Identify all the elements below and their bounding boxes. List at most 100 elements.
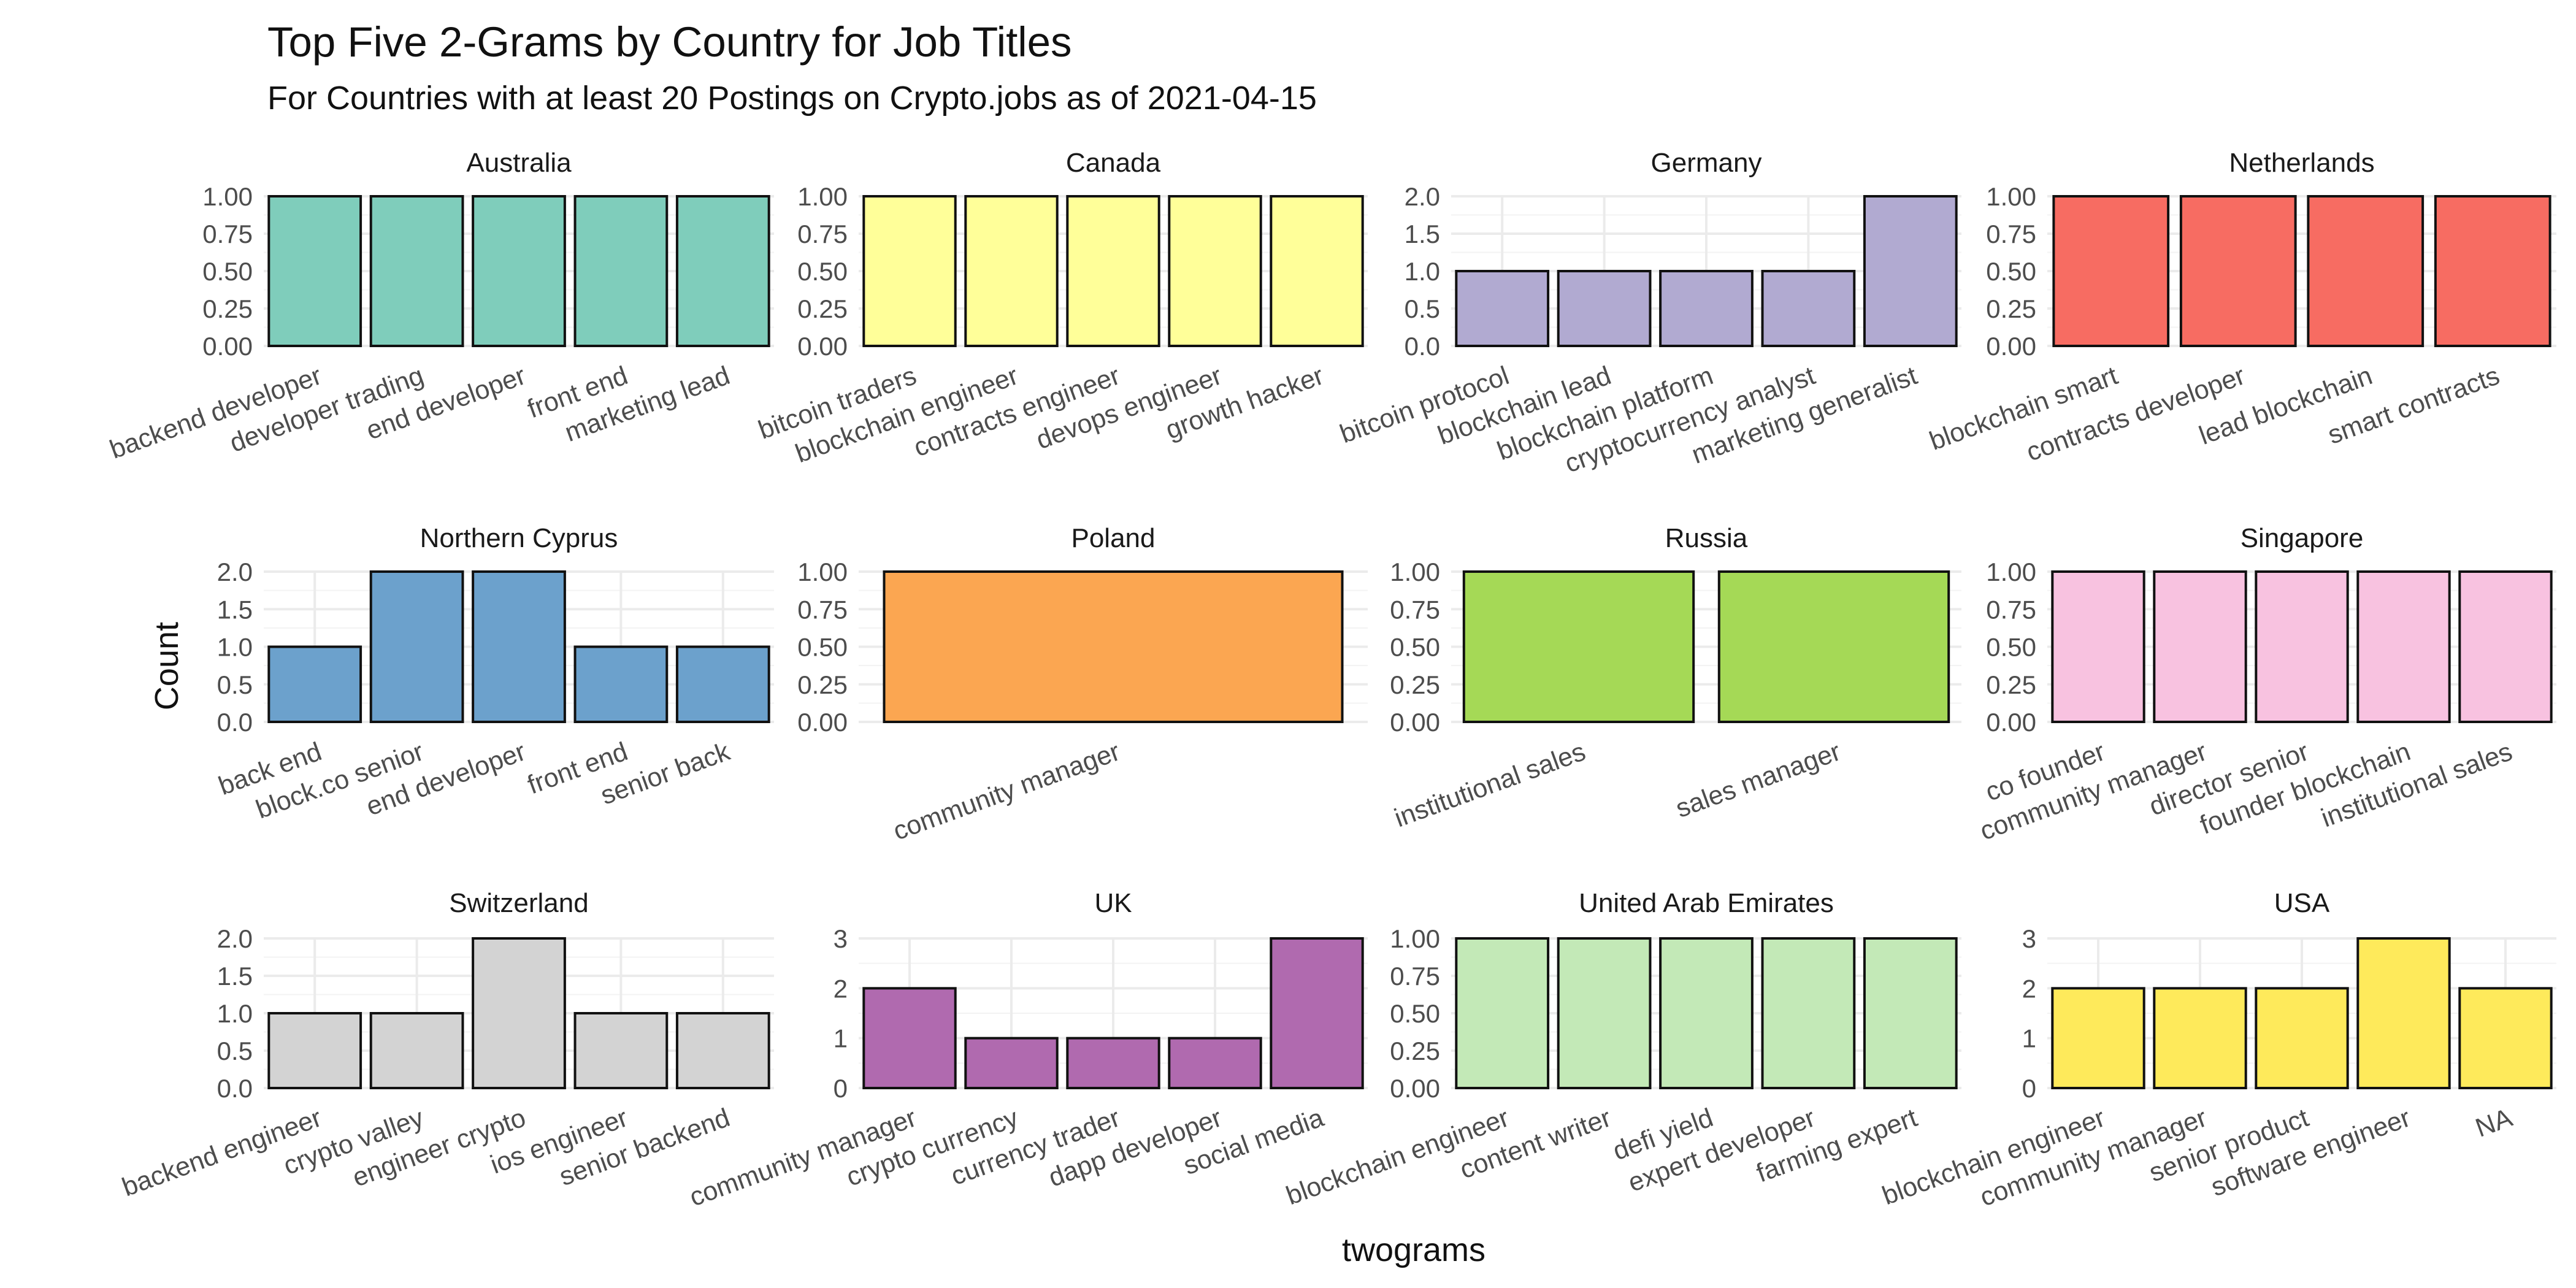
bar-united-arab-emirates-content-writer	[1557, 937, 1652, 1089]
y-tick-label: 1	[834, 1024, 848, 1053]
y-tick-label: 0.00	[202, 332, 253, 361]
y-tick-label: 0.50	[1390, 633, 1440, 662]
y-tick-label: 0.75	[1986, 595, 2036, 624]
y-tick-label: 0.25	[1390, 670, 1440, 699]
panel-title-singapore: Singapore	[2241, 523, 2364, 553]
bar-australia-marketing-lead	[675, 195, 770, 347]
panel-title-netherlands: Netherlands	[2229, 148, 2374, 178]
x-tick-label: institutional sales	[1390, 737, 1589, 833]
y-tick-label: 2.0	[217, 924, 253, 953]
y-tick-label: 1.5	[1405, 220, 1440, 248]
y-tick-label: 2.0	[217, 558, 253, 586]
y-tick-label: 1.00	[797, 182, 848, 211]
y-tick-label: 0.75	[1390, 962, 1440, 991]
y-tick-label: 1.00	[797, 558, 848, 586]
y-axis-title: Count	[148, 622, 185, 710]
y-tick-label: 0.50	[1986, 633, 2036, 662]
bar-russia-sales-manager	[1717, 570, 1950, 723]
bar-germany-blockchain-lead	[1557, 270, 1652, 347]
bar-netherlands-lead-blockchain	[2307, 195, 2425, 347]
panel-title-russia: Russia	[1665, 523, 1748, 553]
x-tick-label: contracts developer	[2023, 361, 2249, 467]
bar-uk-dapp-developer	[1168, 1037, 1262, 1089]
bar-singapore-founder-blockchain	[2356, 570, 2451, 723]
bar-switzerland-backend-engineer	[267, 1012, 362, 1089]
bar-germany-cryptocurrency-analyst	[1761, 270, 1856, 347]
bar-australia-end-developer	[472, 195, 566, 347]
bar-united-arab-emirates-farming-expert	[1863, 937, 1958, 1089]
y-tick-label: 0.00	[1390, 1074, 1440, 1103]
y-tick-label: 0	[834, 1074, 848, 1103]
panel-title-switzerland: Switzerland	[449, 888, 588, 918]
y-tick-label: 1	[2022, 1024, 2036, 1053]
x-tick-label: sales manager	[1672, 737, 1844, 824]
panel-netherlands: Netherlands0.000.250.500.751.00blockchai…	[1926, 148, 2556, 467]
bar-germany-blockchain-platform	[1659, 270, 1754, 347]
bar-usa-na	[2458, 987, 2553, 1090]
bar-uk-social-media	[1270, 937, 1364, 1089]
y-tick-label: 0.25	[202, 294, 253, 323]
y-tick-label: 3	[834, 924, 848, 953]
y-tick-label: 0.50	[1390, 999, 1440, 1028]
y-tick-label: 0.0	[217, 708, 253, 737]
bar-germany-bitcoin-protocol	[1455, 270, 1550, 347]
panel-poland: Poland 0.00 0.25 0.50 0.75 1.00 community mana…	[797, 523, 1368, 846]
y-tick-label: 0.25	[1986, 294, 2036, 323]
bar-usa-community-manager	[2153, 987, 2247, 1090]
y-tick-label: 0.50	[202, 257, 253, 286]
bar-germany-marketing-generalist	[1863, 195, 1958, 347]
bar-united-arab-emirates-blockchain-engineer	[1455, 937, 1550, 1089]
panel-title-united-arab-emirates: United Arab Emirates	[1579, 888, 1834, 918]
x-axis-title: twograms	[1342, 1232, 1485, 1268]
bar-netherlands-contracts-developer	[2179, 195, 2297, 347]
y-tick-label: 1.5	[217, 962, 253, 991]
y-tick-label: 1.0	[217, 633, 253, 662]
x-tick-label: NA	[2472, 1103, 2517, 1143]
panel-title-germany: Germany	[1651, 148, 1762, 178]
panel-title-usa: USA	[2274, 888, 2330, 918]
bar-canada-devops-engineer	[1168, 195, 1262, 347]
bar-united-arab-emirates-defi-yield	[1659, 937, 1754, 1089]
bar-australia-developer-trading	[369, 195, 464, 347]
bar-singapore-co-founder	[2051, 570, 2145, 723]
y-tick-label: 2	[834, 974, 848, 1003]
y-tick-label: 1.0	[217, 999, 253, 1028]
y-tick-label: 2.0	[1405, 182, 1440, 211]
y-tick-label: 0.50	[797, 633, 848, 662]
y-tick-label: 1.00	[1986, 182, 2036, 211]
bar-canada-blockchain-engineer	[964, 195, 1059, 347]
y-tick-label: 0.5	[217, 670, 253, 699]
y-tick-label: 1.00	[1986, 558, 2036, 586]
y-tick-label: 0	[2022, 1074, 2036, 1103]
y-tick-label: 0.75	[797, 220, 848, 248]
y-tick-label: 1.00	[1390, 558, 1440, 586]
panel-united-arab-emirates: United Arab Emirates 0.00 0.25 0.50 0.75 1.00…	[1282, 888, 1961, 1211]
y-tick-label: 0.00	[1390, 708, 1440, 737]
bar-netherlands-blockchain-smart	[2052, 195, 2170, 347]
y-tick-label: 0.75	[202, 220, 253, 248]
y-tick-label: 0.25	[1986, 670, 2036, 699]
y-tick-label: 1.5	[217, 595, 253, 624]
y-tick-label: 0.5	[1405, 294, 1440, 323]
bar-singapore-director-senior	[2255, 570, 2349, 723]
y-tick-label: 0.50	[797, 257, 848, 286]
panel-title-canada: Canada	[1066, 148, 1161, 178]
y-tick-label: 0.0	[217, 1074, 253, 1103]
bar-uk-community-manager	[862, 987, 957, 1090]
y-tick-label: 0.75	[1390, 595, 1440, 624]
y-tick-label: 0.00	[797, 708, 848, 737]
bar-canada-contracts-engineer	[1066, 195, 1160, 347]
bar-netherlands-smart-contracts	[2434, 195, 2551, 347]
bar-northern-cyprus-back-end	[267, 645, 362, 723]
bar-singapore-institutional-sales	[2458, 570, 2553, 723]
y-tick-label: 2	[2022, 974, 2036, 1003]
bar-australia-backend-developer	[267, 195, 362, 347]
y-tick-label: 0.00	[1986, 332, 2036, 361]
y-tick-label: 0.5	[217, 1037, 253, 1065]
bar-singapore-community-manager	[2153, 570, 2247, 723]
y-tick-label: 0.25	[797, 670, 848, 699]
